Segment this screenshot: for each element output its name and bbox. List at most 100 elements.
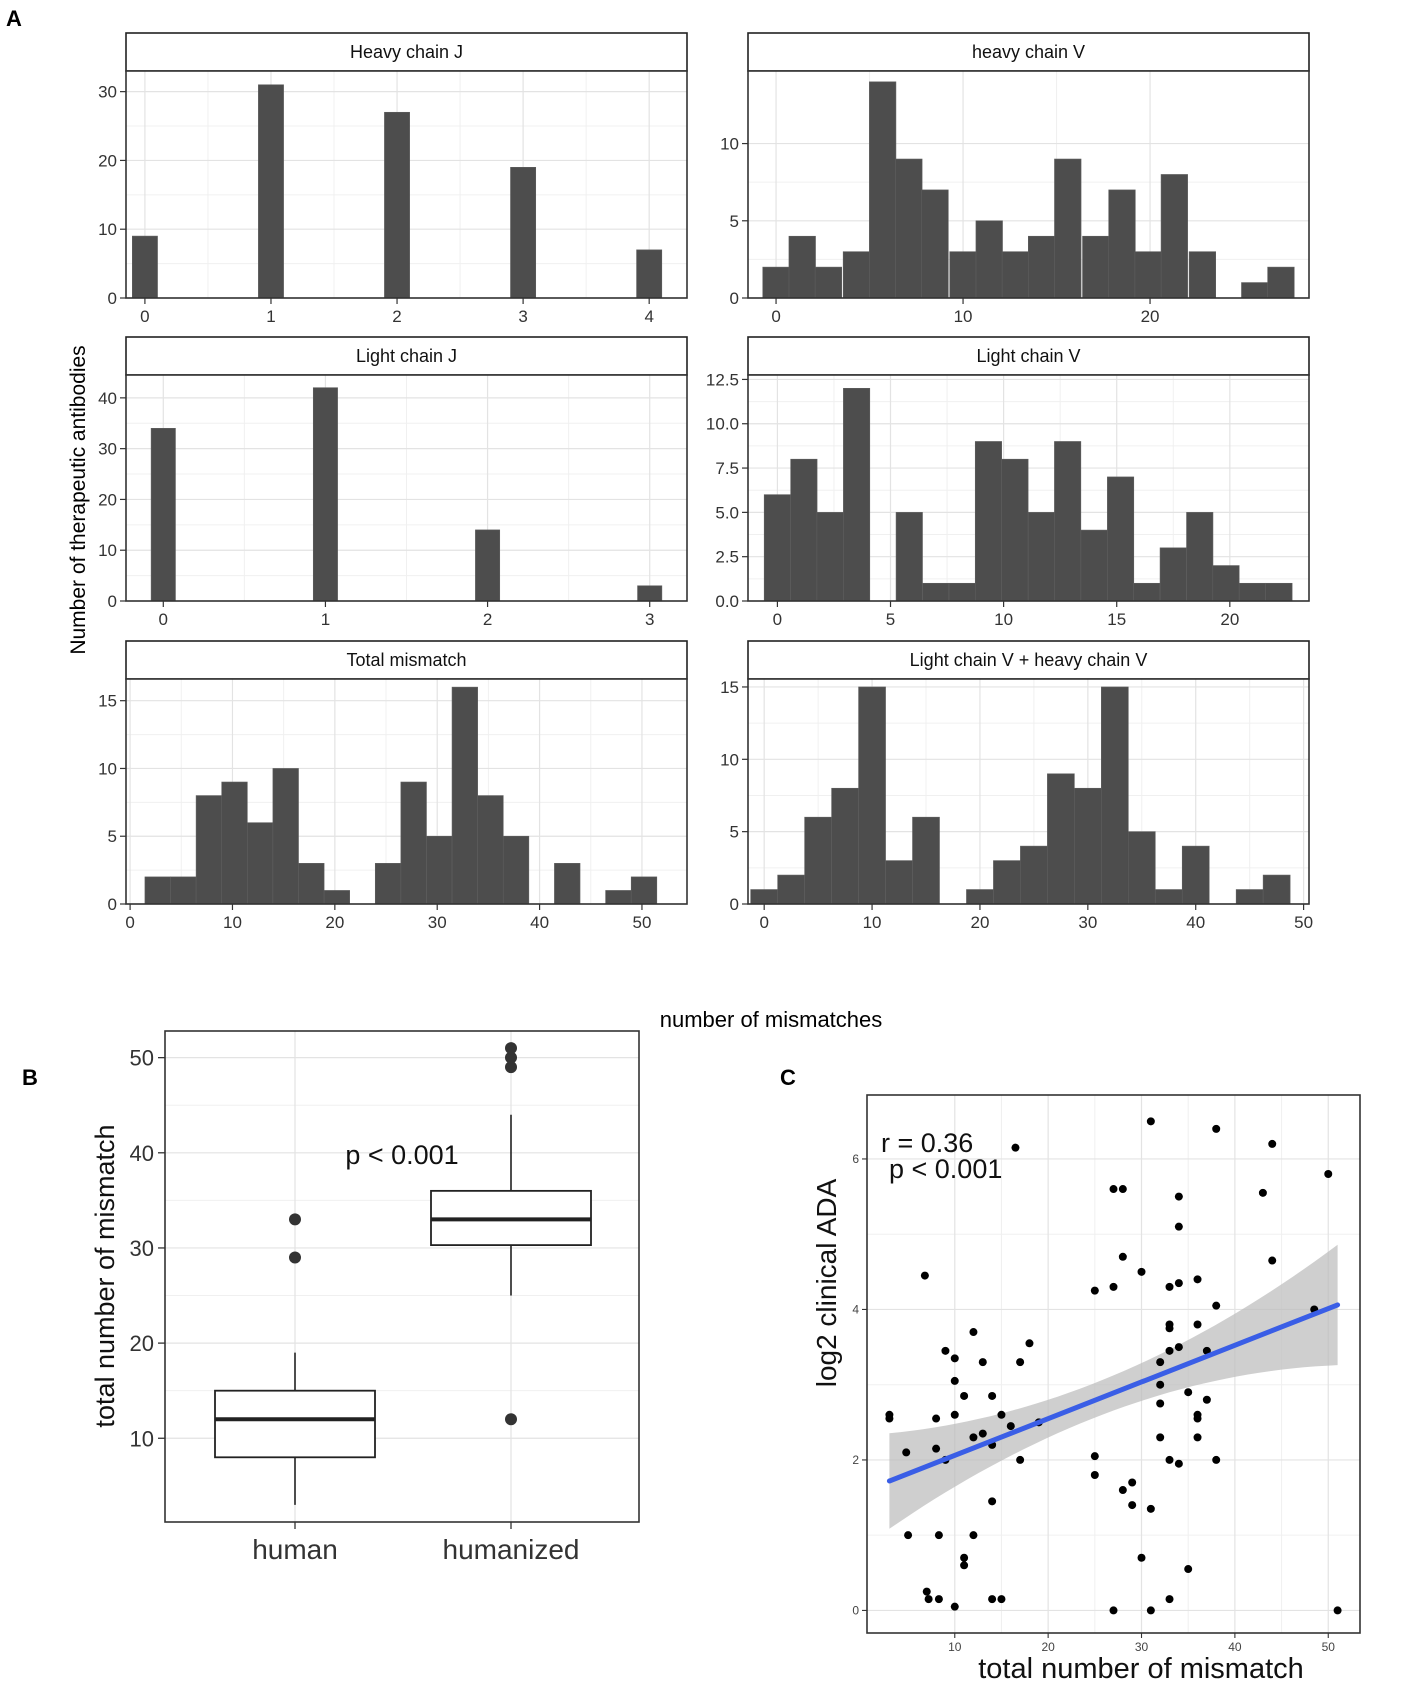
- facet-heavy-chain-v: heavy chain V 0 5 10 0 10 20: [720, 32, 1310, 326]
- scatter-point: [1184, 1565, 1193, 1574]
- histogram-bar: [384, 111, 410, 299]
- y-tick-label: 20: [98, 151, 117, 170]
- scatter-point: [1109, 1185, 1118, 1194]
- x-tick-label: 30: [1078, 913, 1097, 932]
- scatter-point: [1333, 1606, 1342, 1615]
- histogram-bar: [922, 582, 950, 602]
- scatter-point: [1090, 1452, 1099, 1461]
- histogram-bar: [842, 251, 871, 299]
- facet-strip: [747, 336, 1310, 376]
- histogram-bar: [1265, 582, 1293, 602]
- plot-border: [747, 70, 1310, 299]
- x-tick-label: 0: [759, 913, 768, 932]
- x-tick-label: 20: [1041, 1640, 1055, 1654]
- histogram-bar: [630, 876, 658, 905]
- y-tick-label: 0.0: [715, 592, 739, 611]
- outlier-point: [505, 1413, 517, 1426]
- y-axis-label: total number of mismatch: [90, 1124, 120, 1427]
- facet-heavy-chain-j: Heavy chain J 0 10 20 30 0 1 2 3 4: [98, 32, 688, 326]
- scatter-point: [1174, 1279, 1183, 1288]
- histogram-bar: [921, 189, 949, 299]
- scatter-point: [1212, 1455, 1221, 1464]
- scatter-point: [932, 1414, 941, 1423]
- facet-title: Light chain V + heavy chain V: [910, 650, 1148, 670]
- scatter-point: [1156, 1433, 1165, 1442]
- regression-line: [886, 1302, 1341, 1484]
- histogram-bar: [272, 768, 299, 905]
- scatter-point: [941, 1346, 950, 1355]
- scatter-point: [1025, 1339, 1034, 1348]
- y-tick-label: 0: [730, 895, 739, 914]
- plot-border: [125, 70, 688, 299]
- scatter-point: [1090, 1470, 1099, 1479]
- scatter-point: [969, 1433, 978, 1442]
- histogram-bar: [312, 387, 338, 602]
- scatter-chart: 0 2 4 6 10 20 30 40 50 total number of mismatch lo…: [811, 1094, 1361, 1685]
- histogram-bar: [1238, 582, 1266, 602]
- scatter-point: [1268, 1139, 1277, 1148]
- x-tick-label: 50: [1322, 1640, 1336, 1654]
- facet-title: heavy chain V: [972, 42, 1085, 62]
- histogram-bar: [636, 249, 663, 299]
- scatter-point: [904, 1531, 913, 1540]
- y-tick-label: 30: [130, 1236, 154, 1261]
- scatter-point: [902, 1448, 911, 1457]
- scatter-point: [1202, 1395, 1211, 1404]
- histogram-bar: [885, 860, 913, 905]
- y-tick-label: 5: [730, 823, 739, 842]
- facet-total-mismatch: Total mismatch 0 5 10 15 0 10 20 30 40 50: [98, 640, 688, 932]
- histogram-bar: [1108, 189, 1136, 299]
- x-tick-label: 1: [321, 610, 330, 629]
- histogram-bar: [804, 816, 832, 905]
- histogram-bar: [1101, 686, 1129, 905]
- x-tick-label: 10: [994, 610, 1013, 629]
- facet-light-plus-heavy-v: Light chain V + heavy chain V 0 5 10 15 0 10 20…: [720, 640, 1313, 932]
- scatter-point: [1146, 1504, 1155, 1513]
- outlier-point: [289, 1251, 301, 1264]
- histogram-bar: [1082, 235, 1110, 299]
- facet-title: Light chain J: [356, 346, 457, 366]
- histogram-bar: [170, 876, 197, 905]
- x-tick-label: 10: [948, 1640, 962, 1654]
- histogram-bar: [831, 787, 859, 905]
- y-tick-label: 7.5: [715, 459, 739, 478]
- histogram-bar: [298, 863, 325, 905]
- scatter-point: [988, 1595, 997, 1604]
- y-tick-label: 40: [98, 389, 117, 408]
- scatter-point: [1156, 1358, 1165, 1367]
- histogram-bar: [1027, 512, 1055, 602]
- outlier-point: [505, 1061, 517, 1074]
- scatter-point: [1118, 1185, 1127, 1194]
- facet-strip: [747, 640, 1310, 680]
- y-tick-label: 0: [108, 895, 117, 914]
- y-tick-label: 0: [108, 289, 117, 308]
- x-tick-label: 15: [1107, 610, 1126, 629]
- histogram-bar: [895, 512, 923, 602]
- scatter-point: [988, 1391, 997, 1400]
- plot-border: [125, 374, 688, 602]
- scatter-point: [1006, 1422, 1015, 1431]
- histogram-bar: [1054, 158, 1082, 299]
- y-tick-label: 4: [852, 1302, 859, 1316]
- scatter-point: [1156, 1380, 1165, 1389]
- histogram-bar: [975, 220, 1003, 299]
- histogram-bar: [502, 835, 530, 905]
- scatter-point: [1146, 1606, 1155, 1615]
- scatter-point: [1174, 1222, 1183, 1231]
- scatter-point: [1212, 1124, 1221, 1133]
- histogram-bar: [258, 84, 284, 299]
- scatter-point: [1109, 1282, 1118, 1291]
- scatter-point: [1184, 1388, 1193, 1397]
- histogram-bar: [1047, 773, 1075, 905]
- histogram-bar: [1235, 889, 1264, 905]
- histogram-bar: [1181, 845, 1210, 905]
- x-tick-label: 0: [773, 610, 782, 629]
- x-tick-label: 2: [483, 610, 492, 629]
- y-tick-label: 10: [720, 135, 739, 154]
- y-tick-label: 20: [98, 490, 117, 509]
- scatter-point: [1165, 1324, 1174, 1333]
- scatter-point: [1193, 1433, 1202, 1442]
- scatter-point: [978, 1429, 987, 1438]
- histogram-bar: [777, 874, 805, 905]
